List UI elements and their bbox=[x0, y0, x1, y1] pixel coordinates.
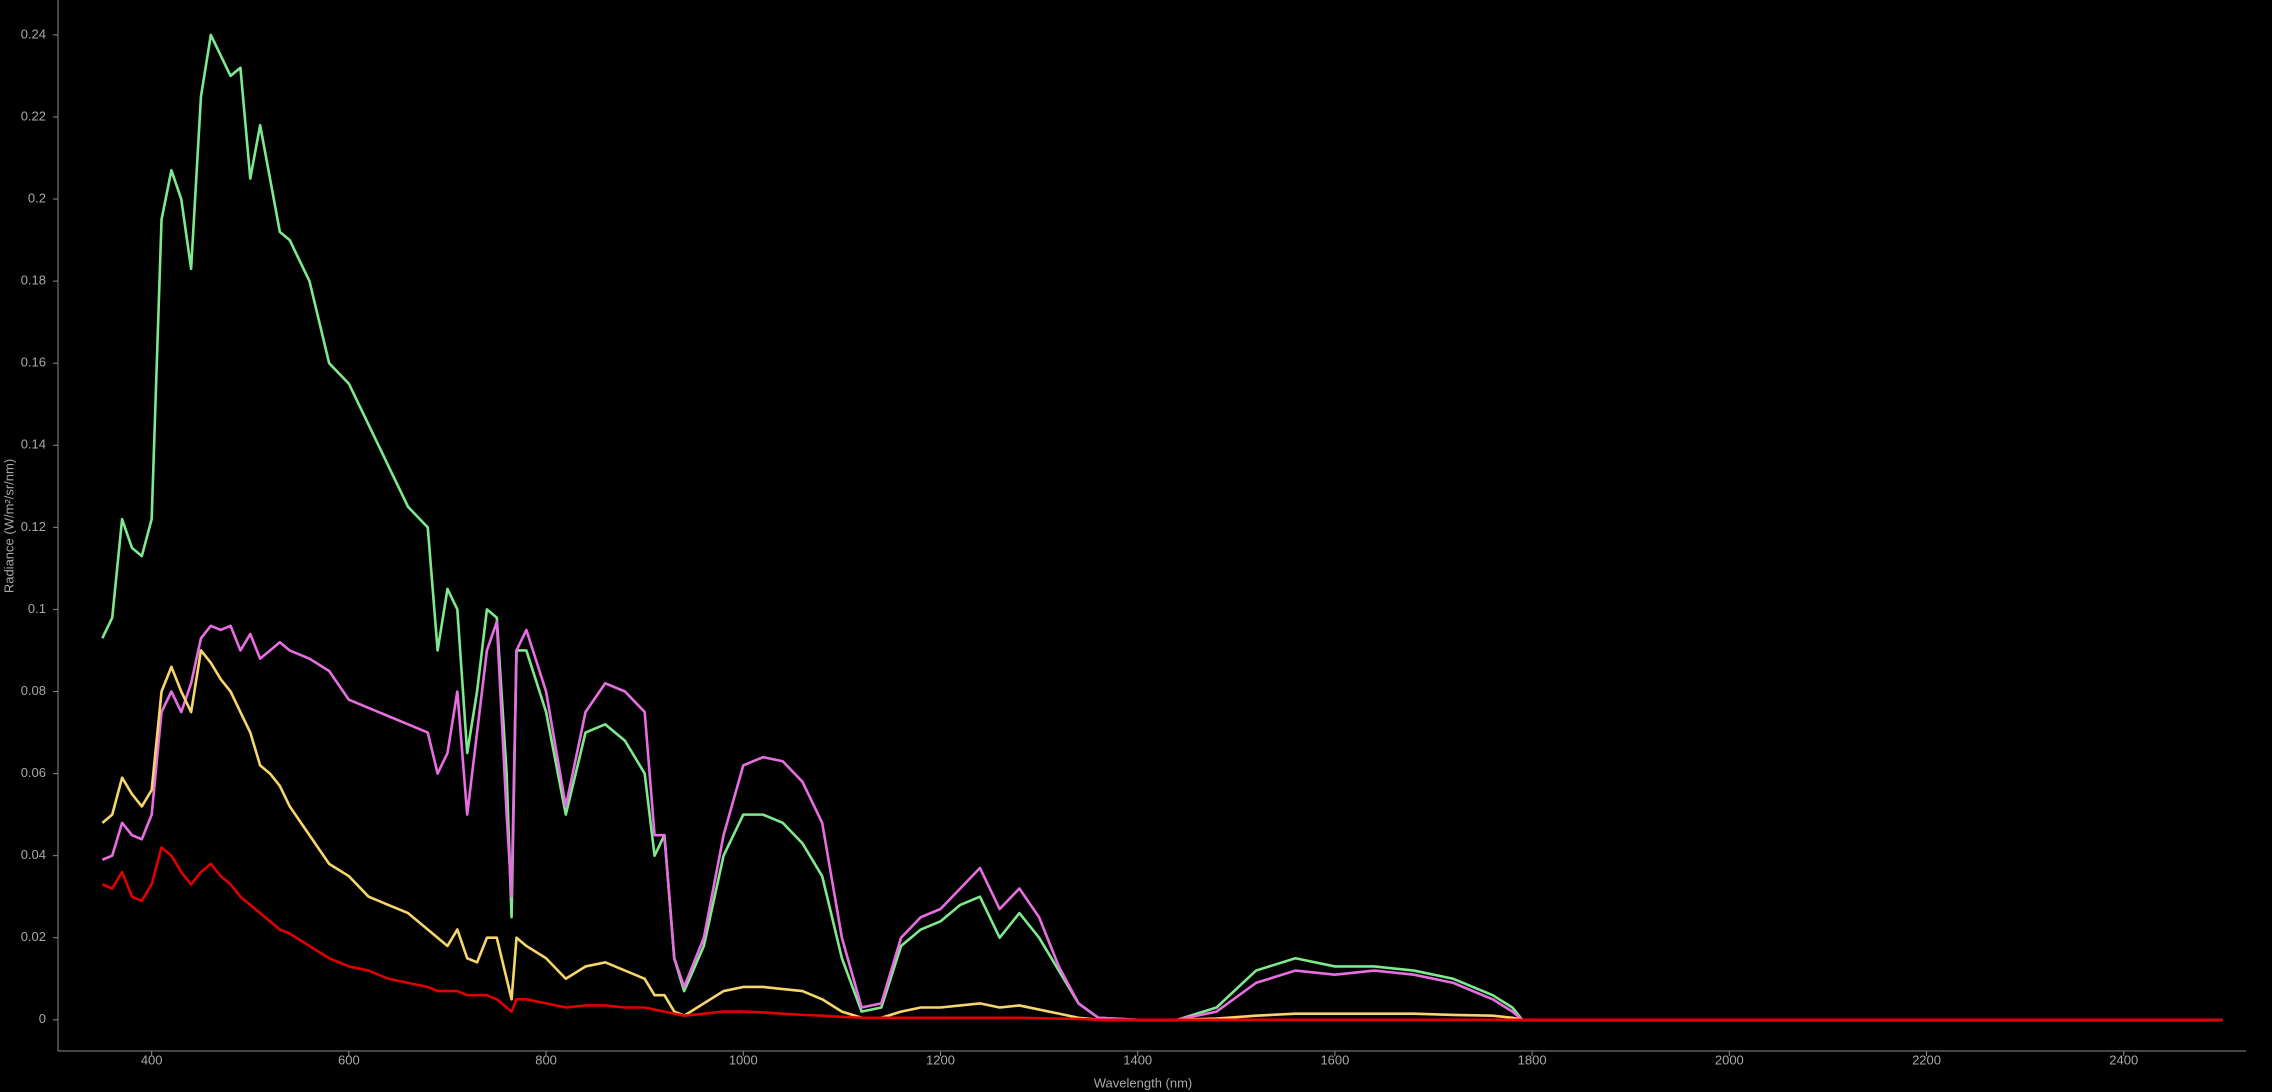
y-tick-label: 0.2 bbox=[28, 190, 46, 205]
x-tick-label: 600 bbox=[338, 1052, 360, 1067]
x-tick-label: 2000 bbox=[1715, 1052, 1744, 1067]
x-tick-label: 1200 bbox=[926, 1052, 955, 1067]
y-axis-label: Radiance (W/m²/sr/nm) bbox=[1, 459, 16, 593]
y-tick-label: 0.08 bbox=[21, 683, 46, 698]
x-tick-label: 1600 bbox=[1320, 1052, 1349, 1067]
y-tick-label: 0.14 bbox=[21, 437, 46, 452]
x-tick-label: 1400 bbox=[1123, 1052, 1152, 1067]
y-tick-label: 0.06 bbox=[21, 765, 46, 780]
x-tick-label: 2400 bbox=[2109, 1052, 2138, 1067]
y-tick-label: 0.16 bbox=[21, 355, 46, 370]
y-tick-label: 0.02 bbox=[21, 929, 46, 944]
x-tick-label: 800 bbox=[535, 1052, 557, 1067]
y-tick-label: 0.22 bbox=[21, 108, 46, 123]
x-tick-label: 2200 bbox=[1912, 1052, 1941, 1067]
series-line bbox=[101, 649, 2223, 1022]
x-tick-label: 400 bbox=[141, 1052, 163, 1067]
y-tick-label: 0.24 bbox=[21, 26, 46, 41]
y-tick-label: 0.18 bbox=[21, 273, 46, 288]
y-tick-label: 0 bbox=[39, 1011, 46, 1026]
y-tick-label: 0.04 bbox=[21, 847, 46, 862]
x-tick-label: 1000 bbox=[729, 1052, 758, 1067]
x-tick-label: 1800 bbox=[1518, 1052, 1547, 1067]
y-tick-label: 0.1 bbox=[28, 601, 46, 616]
series-line bbox=[101, 33, 2223, 1022]
y-tick-label: 0.12 bbox=[21, 519, 46, 534]
x-axis-label: Wavelength (nm) bbox=[1094, 1075, 1193, 1090]
series-line bbox=[101, 846, 2223, 1022]
series-line bbox=[101, 620, 2223, 1022]
